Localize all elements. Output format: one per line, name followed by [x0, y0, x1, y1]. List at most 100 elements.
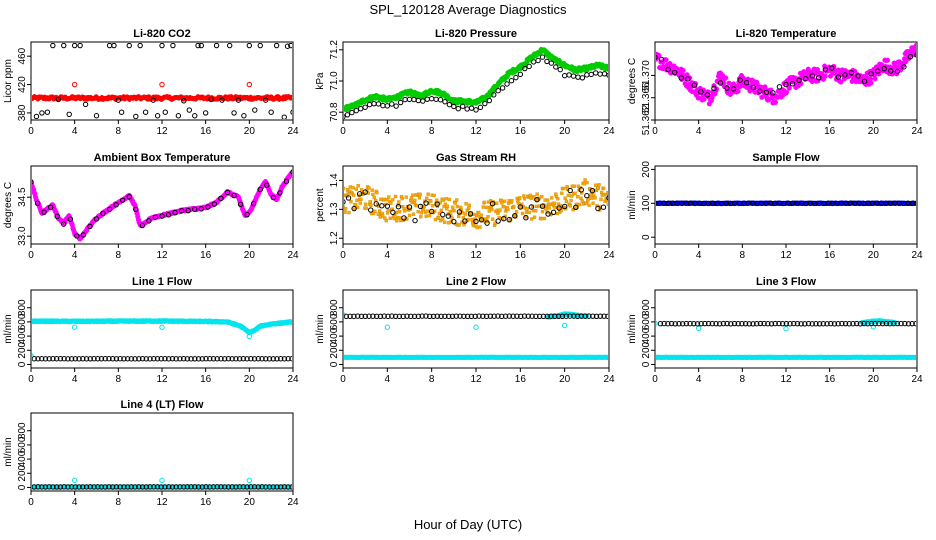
data-point [750, 84, 756, 91]
data-point [80, 356, 86, 362]
data-point [248, 356, 254, 362]
data-point [671, 69, 678, 76]
data-point [424, 214, 428, 218]
data-point [218, 356, 224, 362]
x-tick-label: 20 [244, 374, 256, 385]
data-point [159, 324, 165, 330]
data-point [400, 196, 404, 201]
data-point [366, 101, 373, 108]
data-point [373, 313, 380, 320]
data-point [263, 97, 269, 103]
data-point [128, 484, 135, 490]
data-point [428, 208, 435, 215]
data-point [169, 356, 176, 362]
data-point [842, 320, 849, 327]
data-point [229, 356, 235, 362]
data-point [278, 356, 284, 362]
data-point [757, 320, 764, 327]
data-point [606, 355, 608, 360]
data-point [512, 204, 516, 209]
data-point [351, 186, 355, 190]
data-point [698, 89, 704, 95]
data-point [583, 178, 587, 182]
data-point [737, 77, 743, 83]
data-point [439, 208, 444, 213]
data-point [578, 187, 584, 193]
data-point [464, 202, 468, 206]
x-tick-label: 24 [603, 374, 615, 385]
data-point [578, 202, 582, 207]
data-point [184, 356, 191, 362]
data-point [251, 356, 258, 362]
data-point [439, 219, 443, 223]
data-point [165, 484, 172, 490]
data-point [407, 213, 412, 218]
data-point [405, 217, 409, 221]
x-tick-label: 0 [340, 374, 346, 385]
x-tick-label: 4 [696, 250, 702, 261]
data-point [576, 194, 580, 199]
data-point [225, 484, 232, 490]
data-point [528, 204, 535, 210]
data-point [555, 313, 562, 319]
plot-area [344, 178, 608, 230]
data-point [106, 43, 113, 49]
data-point [425, 209, 430, 213]
data-point [599, 197, 603, 202]
x-tick-label: 16 [200, 374, 212, 385]
data-point [345, 195, 352, 201]
x-tick-label: 24 [287, 374, 299, 385]
x-tick-label: 16 [824, 250, 836, 261]
data-point [121, 356, 127, 362]
data-point [444, 197, 448, 201]
chart-line3-flow: Line 3 Flow 0 4 8 12 16 20 24 0 200400600800ml/mi… [627, 276, 923, 385]
data-point [244, 356, 250, 362]
data-point [185, 207, 191, 214]
data-point [71, 477, 78, 484]
data-point [704, 92, 711, 98]
data-point [120, 197, 126, 203]
data-point [273, 43, 280, 49]
data-point [380, 102, 386, 109]
data-point [723, 75, 729, 81]
data-point [791, 320, 797, 327]
data-point [828, 320, 834, 327]
data-point [34, 200, 41, 206]
data-point [563, 196, 567, 200]
data-point [32, 179, 34, 185]
data-point [809, 73, 815, 79]
data-point [344, 210, 347, 215]
data-point [713, 320, 719, 327]
data-point [252, 107, 258, 113]
chart-title: Sample Flow [752, 152, 820, 164]
data-point [375, 191, 379, 195]
chart-title: Li-820 CO2 [133, 28, 190, 40]
data-point [417, 203, 424, 210]
x-tick-label: 4 [696, 126, 702, 137]
data-point [489, 200, 496, 207]
data-point [481, 205, 485, 209]
data-point [445, 204, 450, 208]
data-point [82, 101, 89, 108]
data-point [177, 484, 183, 490]
data-point [506, 207, 510, 212]
data-point [371, 100, 377, 107]
data-point [433, 96, 439, 102]
data-point [547, 206, 551, 210]
data-point [464, 106, 470, 112]
data-point [875, 68, 881, 74]
data-point [716, 321, 723, 327]
data-point [783, 81, 789, 88]
data-point [281, 114, 287, 119]
data-point [195, 484, 202, 490]
data-point [371, 192, 375, 197]
data-point [502, 199, 507, 203]
data-point [516, 201, 521, 206]
data-point [344, 199, 346, 205]
data-point [534, 196, 540, 203]
data-point [289, 319, 292, 325]
data-point [229, 484, 235, 490]
data-point [478, 217, 485, 223]
data-point [523, 215, 529, 221]
